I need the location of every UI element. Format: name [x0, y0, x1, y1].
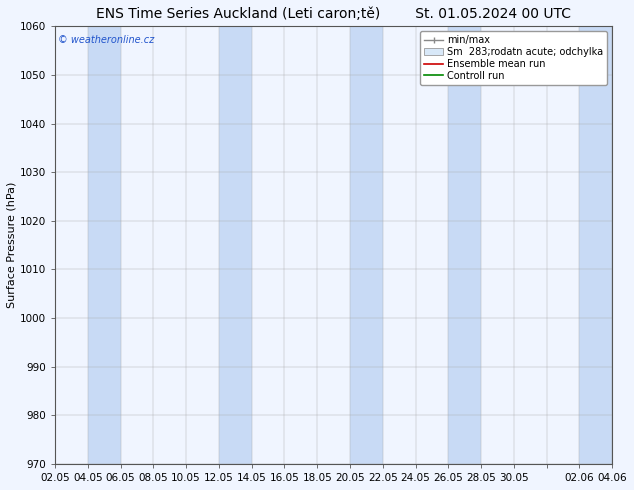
Bar — [448, 26, 481, 464]
Bar — [350, 26, 383, 464]
Bar — [579, 26, 612, 464]
Title: ENS Time Series Auckland (Leti caron;tě)        St. 01.05.2024 00 UTC: ENS Time Series Auckland (Leti caron;tě)… — [96, 7, 571, 21]
Text: © weatheronline.cz: © weatheronline.cz — [58, 35, 154, 45]
Bar — [87, 26, 120, 464]
Bar — [219, 26, 252, 464]
Legend: min/max, Sm  283;rodatn acute; odchylka, Ensemble mean run, Controll run: min/max, Sm 283;rodatn acute; odchylka, … — [420, 31, 607, 85]
Y-axis label: Surface Pressure (hPa): Surface Pressure (hPa) — [7, 182, 17, 308]
